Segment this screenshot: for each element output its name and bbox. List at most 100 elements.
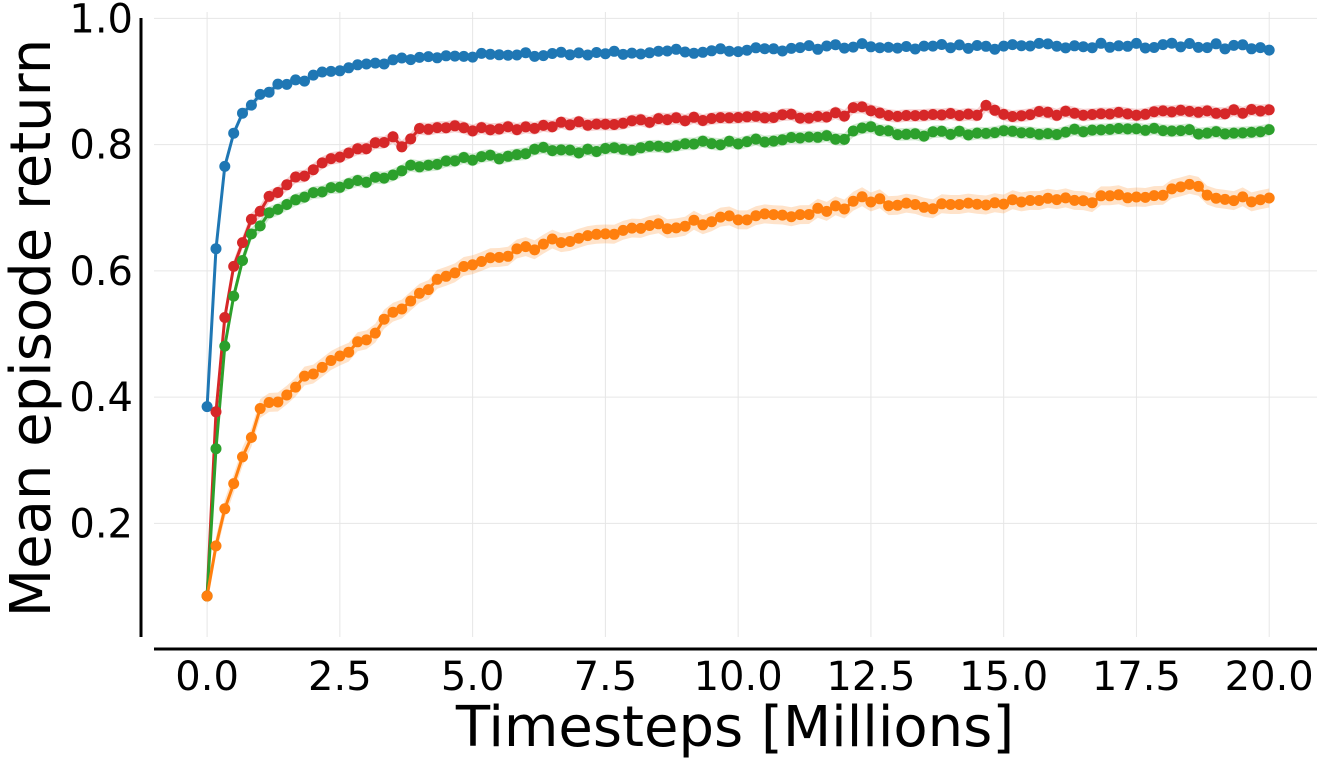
data-point: [245, 432, 257, 443]
data-point: [396, 303, 408, 315]
data-point: [953, 199, 965, 210]
data-point: [1263, 44, 1275, 56]
data-point: [768, 209, 780, 221]
data-point: [1166, 106, 1178, 118]
data-point: [856, 191, 868, 203]
data-point: [936, 39, 948, 50]
data-point: [272, 187, 284, 198]
data-point: [653, 140, 664, 152]
data-point: [1184, 124, 1195, 136]
data-point: [644, 220, 656, 231]
data-point: [750, 110, 762, 122]
data-point: [529, 122, 541, 134]
y-tick-labels: 0.2 0.4 0.6 0.8 1.0: [69, 0, 133, 547]
data-point: [228, 127, 240, 139]
data-point: [865, 41, 877, 53]
data-point: [1015, 196, 1027, 208]
data-point: [953, 110, 965, 121]
data-point: [1148, 122, 1160, 134]
data-point: [210, 406, 222, 418]
data-point: [449, 120, 461, 132]
data-point: [670, 112, 682, 124]
data-point: [1069, 194, 1080, 206]
data-point: [741, 44, 753, 56]
data-point: [555, 144, 567, 156]
data-point: [599, 118, 611, 130]
data-point: [1113, 123, 1125, 134]
data-point: [918, 40, 930, 52]
data-point: [440, 50, 452, 62]
data-point: [962, 108, 974, 120]
data-point: [316, 157, 328, 169]
data-point: [599, 48, 611, 60]
data-point: [980, 99, 992, 111]
data-point: [343, 346, 355, 358]
data-point: [599, 228, 611, 240]
data-point: [582, 143, 594, 155]
data-point: [1113, 40, 1125, 52]
x-tick-label-3: 7.5: [574, 654, 638, 700]
data-point: [608, 119, 620, 130]
data-point: [962, 42, 974, 54]
data-point: [591, 146, 602, 157]
data-point: [431, 52, 443, 64]
data-point: [555, 237, 567, 249]
data-point: [1130, 109, 1142, 121]
data-point: [661, 141, 673, 153]
data-point: [1139, 108, 1151, 120]
data-point: [644, 47, 656, 59]
data-point: [546, 121, 558, 133]
data-point: [245, 228, 257, 240]
data-point: [883, 110, 895, 121]
data-point: [617, 224, 629, 236]
data-point: [1069, 40, 1080, 52]
data-point: [1033, 37, 1045, 49]
data-point: [573, 116, 585, 128]
data-point: [1166, 125, 1178, 137]
data-point: [980, 40, 992, 52]
data-point: [316, 186, 328, 198]
data-point: [653, 45, 664, 57]
data-point: [484, 48, 496, 60]
data-point: [936, 198, 948, 210]
data-point: [511, 243, 523, 255]
data-point: [1113, 189, 1125, 201]
data-point: [830, 107, 841, 119]
data-point: [1175, 181, 1187, 193]
data-point: [263, 397, 275, 408]
data-point: [1122, 123, 1134, 135]
x-tick-label-5: 12.5: [826, 654, 915, 700]
data-point: [670, 43, 682, 55]
data-point: [785, 132, 797, 143]
data-point: [1139, 124, 1151, 136]
data-point: [909, 128, 921, 140]
data-point: [715, 43, 726, 55]
y-tick-label-0: 0.2: [69, 501, 133, 547]
data-point: [874, 193, 886, 205]
data-point: [1237, 107, 1249, 119]
data-point: [1157, 39, 1169, 51]
data-point: [785, 42, 797, 54]
data-point: [316, 361, 328, 373]
data-point: [1254, 194, 1266, 206]
data-point: [254, 205, 266, 217]
data-point: [874, 42, 886, 54]
data-point: [847, 195, 859, 207]
data-point: [1192, 180, 1204, 192]
data-point: [1148, 106, 1160, 118]
data-point: [608, 45, 620, 57]
data-point: [794, 112, 806, 124]
y-tick-label-2: 0.6: [69, 249, 133, 295]
data-point: [874, 107, 886, 119]
data-point: [759, 136, 771, 148]
data-point: [1219, 193, 1231, 205]
data-point: [1122, 40, 1134, 52]
data-point: [537, 238, 549, 250]
data-point: [573, 232, 585, 244]
data-point: [1024, 40, 1036, 52]
data-point: [529, 244, 541, 256]
data-point: [582, 119, 594, 131]
data-point: [1254, 105, 1266, 117]
data-point: [272, 396, 284, 408]
